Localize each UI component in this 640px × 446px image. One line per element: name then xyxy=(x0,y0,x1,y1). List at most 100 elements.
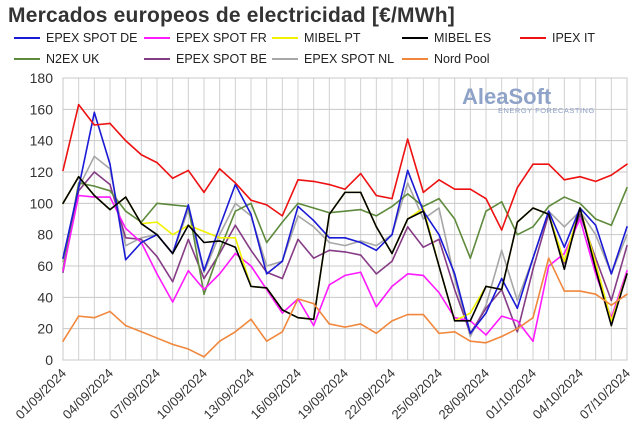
data-point xyxy=(93,185,96,187)
data-point xyxy=(218,237,221,239)
data-point xyxy=(62,202,64,205)
data-point xyxy=(109,190,111,192)
plot-area xyxy=(62,77,628,361)
data-point xyxy=(171,252,174,255)
data-point xyxy=(344,251,346,253)
data-point xyxy=(250,318,252,321)
data-point xyxy=(203,230,205,233)
data-point xyxy=(187,269,190,272)
data-point xyxy=(453,331,456,333)
data-point xyxy=(312,318,315,321)
data-point xyxy=(328,323,331,325)
legend-swatch xyxy=(272,58,298,60)
data-point xyxy=(563,262,566,264)
data-point xyxy=(594,262,597,264)
data-point xyxy=(265,265,268,267)
data-point xyxy=(218,168,221,170)
data-point xyxy=(156,255,158,258)
data-point xyxy=(281,277,284,280)
data-point xyxy=(406,169,409,172)
data-point xyxy=(532,268,534,270)
data-point xyxy=(281,260,284,263)
data-point xyxy=(344,188,346,191)
data-point xyxy=(93,124,96,126)
data-point xyxy=(124,210,127,212)
data-point xyxy=(485,307,487,310)
data-point xyxy=(344,274,346,277)
data-point xyxy=(579,213,581,216)
legend-swatch xyxy=(14,58,40,60)
data-point xyxy=(500,249,503,252)
data-point xyxy=(359,271,362,274)
data-point xyxy=(171,177,174,180)
data-point xyxy=(203,293,205,296)
data-point xyxy=(579,202,581,205)
data-point xyxy=(406,193,409,195)
data-point xyxy=(171,343,174,346)
data-point xyxy=(93,194,96,197)
data-point xyxy=(265,241,268,244)
legend-swatch xyxy=(520,37,546,39)
data-point xyxy=(297,238,299,241)
data-point xyxy=(391,285,393,288)
data-point xyxy=(297,205,299,208)
data-point xyxy=(406,218,409,220)
data-point xyxy=(406,138,409,140)
data-point xyxy=(500,200,503,203)
data-point xyxy=(359,208,362,211)
data-point xyxy=(124,258,127,261)
data-point xyxy=(297,298,299,300)
data-point xyxy=(438,332,440,335)
data-point xyxy=(218,340,221,343)
data-point xyxy=(375,244,378,247)
data-point xyxy=(485,341,487,344)
data-point xyxy=(265,204,268,206)
data-point xyxy=(406,182,409,184)
data-point xyxy=(156,273,158,275)
data-point xyxy=(391,320,393,322)
data-point xyxy=(312,207,315,209)
data-point xyxy=(140,153,143,156)
data-point xyxy=(547,257,550,259)
data-point xyxy=(77,186,80,189)
logo-name: AleaSoft xyxy=(462,84,552,109)
data-point xyxy=(218,233,221,236)
legend-label: Nord Pool xyxy=(434,52,490,66)
data-point xyxy=(532,226,534,228)
data-point xyxy=(344,237,346,239)
legend-swatch xyxy=(144,58,170,60)
data-point xyxy=(93,155,96,158)
data-point xyxy=(391,233,393,236)
data-point xyxy=(359,191,362,194)
data-point xyxy=(516,221,519,223)
data-point xyxy=(234,202,237,205)
data-point xyxy=(579,175,581,178)
data-point xyxy=(234,252,237,255)
data-point xyxy=(62,340,64,343)
data-point xyxy=(485,197,487,200)
data-point xyxy=(281,221,284,223)
data-point xyxy=(453,188,456,191)
y-tick-label: 180 xyxy=(30,70,54,86)
data-point xyxy=(344,210,346,212)
data-point xyxy=(140,238,143,241)
data-point xyxy=(328,241,331,244)
legend-label: IPEX IT xyxy=(552,31,596,45)
data-point xyxy=(312,180,315,183)
data-point xyxy=(124,244,127,247)
data-point xyxy=(500,277,503,280)
data-point xyxy=(626,186,628,189)
data-point xyxy=(203,271,205,274)
data-point xyxy=(500,288,503,291)
data-point xyxy=(77,315,80,317)
data-point xyxy=(594,218,597,220)
data-point xyxy=(375,249,378,252)
data-point xyxy=(453,218,456,220)
data-point xyxy=(391,252,393,255)
data-point xyxy=(594,180,597,183)
data-point xyxy=(265,340,268,343)
data-point xyxy=(218,249,221,252)
data-point xyxy=(547,213,550,216)
data-point xyxy=(438,197,440,200)
data-point xyxy=(579,290,581,292)
